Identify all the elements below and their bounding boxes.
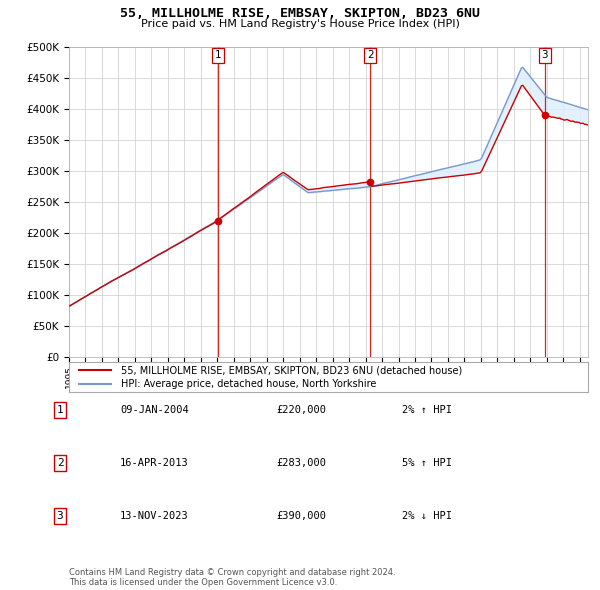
Text: 5% ↑ HPI: 5% ↑ HPI [402,458,452,468]
Text: HPI: Average price, detached house, North Yorkshire: HPI: Average price, detached house, Nort… [121,379,376,389]
Text: 1: 1 [56,405,64,415]
Text: 55, MILLHOLME RISE, EMBSAY, SKIPTON, BD23 6NU: 55, MILLHOLME RISE, EMBSAY, SKIPTON, BD2… [120,7,480,20]
Text: 2: 2 [56,458,64,468]
Text: 1: 1 [215,50,221,60]
Text: 55, MILLHOLME RISE, EMBSAY, SKIPTON, BD23 6NU (detached house): 55, MILLHOLME RISE, EMBSAY, SKIPTON, BD2… [121,365,462,375]
Text: 2% ↑ HPI: 2% ↑ HPI [402,405,452,415]
Text: 2% ↓ HPI: 2% ↓ HPI [402,511,452,521]
Text: Contains HM Land Registry data © Crown copyright and database right 2024.
This d: Contains HM Land Registry data © Crown c… [69,568,395,587]
Text: 16-APR-2013: 16-APR-2013 [120,458,189,468]
Text: Price paid vs. HM Land Registry's House Price Index (HPI): Price paid vs. HM Land Registry's House … [140,19,460,30]
Text: 09-JAN-2004: 09-JAN-2004 [120,405,189,415]
Text: £220,000: £220,000 [276,405,326,415]
Text: £283,000: £283,000 [276,458,326,468]
Text: 3: 3 [56,511,64,521]
Text: 2: 2 [367,50,374,60]
Text: 3: 3 [541,50,548,60]
Text: 13-NOV-2023: 13-NOV-2023 [120,511,189,521]
Text: £390,000: £390,000 [276,511,326,521]
